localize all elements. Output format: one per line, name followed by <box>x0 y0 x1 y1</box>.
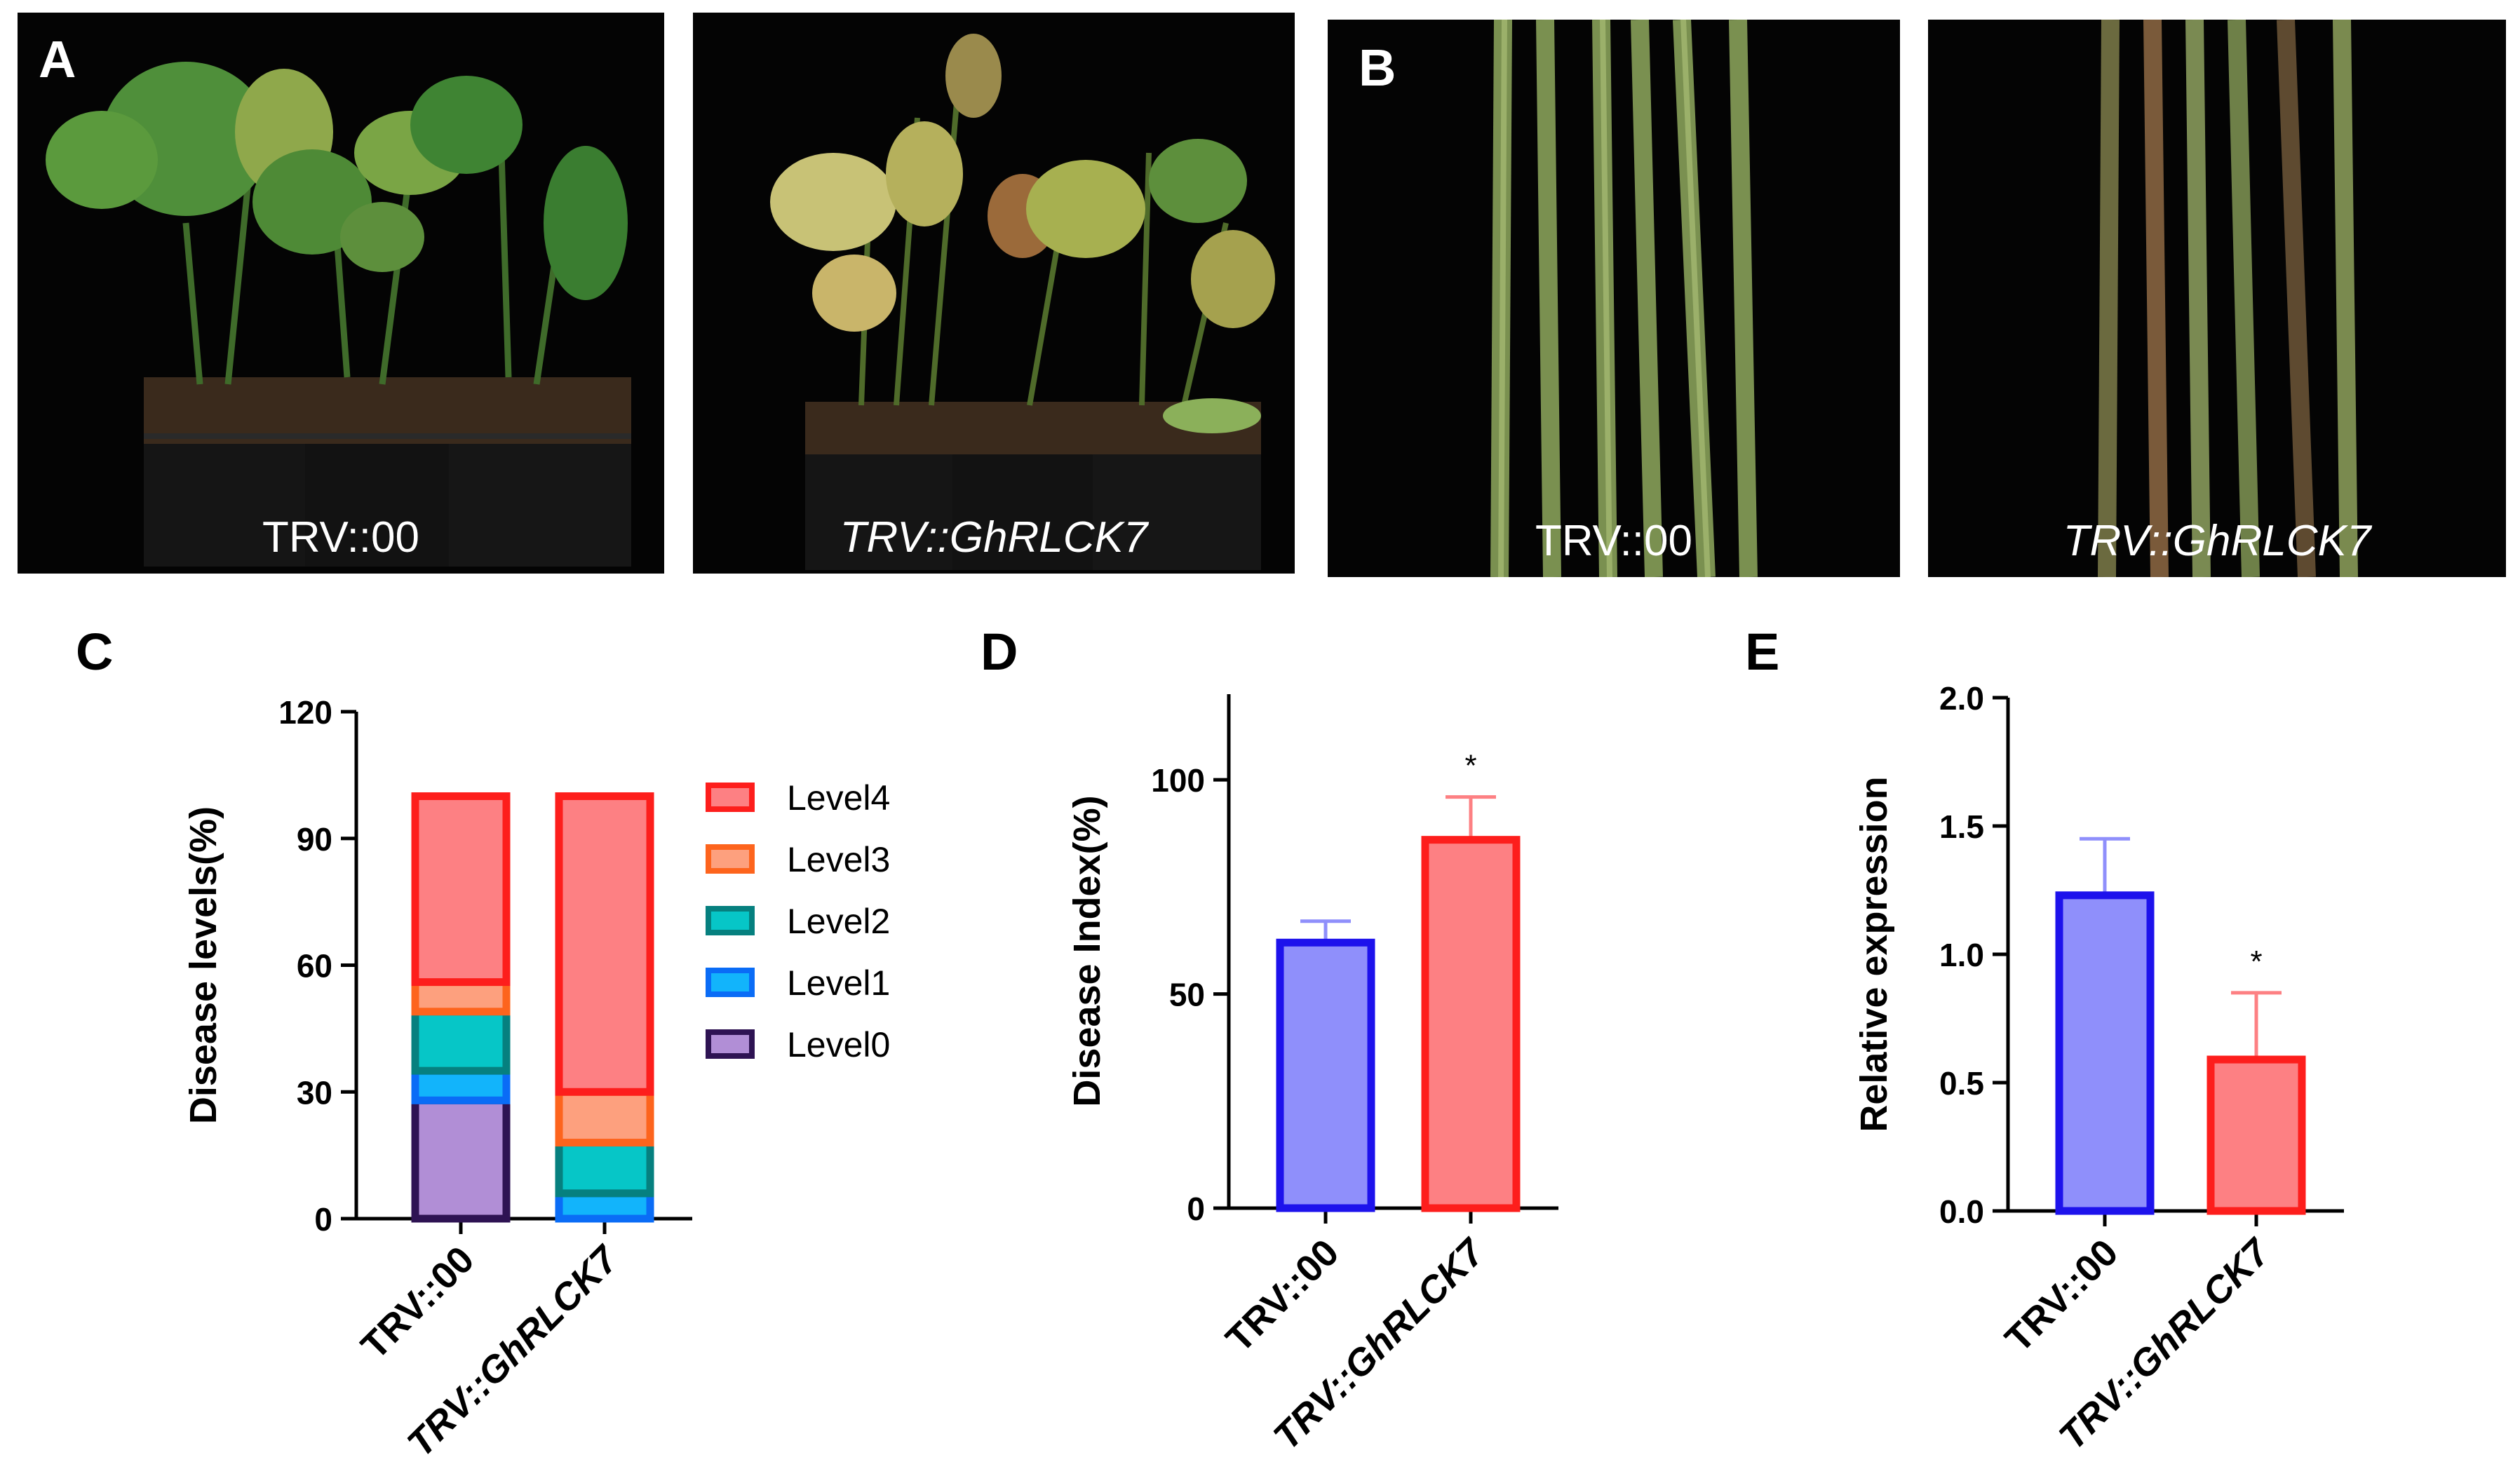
y-tick-label: 90 <box>297 821 332 858</box>
panel-letter-b: B <box>1359 39 1396 97</box>
bar-control <box>1276 938 1375 1212</box>
y-tick-label: 50 <box>1169 977 1205 1013</box>
panel-letter-c: C <box>76 623 114 681</box>
bar-segment-level2 <box>555 1139 654 1198</box>
significance-marker: * <box>1464 749 1476 783</box>
legend-label-level0: Level0 <box>787 1025 890 1064</box>
y-tick-label: 0.5 <box>1939 1065 1984 1102</box>
cotton-plants-wilted-image <box>770 34 1275 570</box>
y-axis-label: Disease Index(%) <box>1066 795 1108 1106</box>
y-tick-label: 0 <box>1187 1191 1205 1227</box>
legend-swatch-level2 <box>706 906 755 935</box>
panel-letter-e: E <box>1745 623 1780 681</box>
x-category-label: TRV::00 <box>1997 1231 2127 1360</box>
y-tick-label: 0.0 <box>1939 1193 1984 1230</box>
cotton-stems-silenced-image <box>2098 20 2358 577</box>
photo-a-silenced: TRV::GhRLCK7 <box>693 13 1295 574</box>
legend-label-level3: Level3 <box>787 840 890 879</box>
significance-marker: * <box>2250 944 2262 979</box>
cotton-stems-control-image <box>1490 20 1758 577</box>
bar-segment-level3 <box>555 1088 654 1147</box>
photo-caption-b-right: TRV::GhRLCK7 <box>2063 517 2371 565</box>
bar-segment-level4 <box>555 792 654 1096</box>
bar-segment-level0 <box>411 1096 511 1223</box>
x-category-label: TRV::00 <box>353 1238 483 1367</box>
bar-segment-level3 <box>411 978 511 1016</box>
panel-letter-d: D <box>981 623 1018 681</box>
y-tick-label: 1.0 <box>1939 937 1984 973</box>
legend-swatch-level3 <box>706 844 755 874</box>
y-tick-label: 100 <box>1151 762 1205 799</box>
y-tick-label: 0 <box>314 1201 332 1238</box>
panel-letter-a: A <box>39 30 76 88</box>
bar-segment-level1 <box>411 1066 511 1104</box>
legend-label-level2: Level2 <box>787 902 890 941</box>
bar-silenced <box>1421 836 1521 1212</box>
bar-segment-level4 <box>411 792 511 987</box>
legend-swatch-level1 <box>706 968 755 997</box>
y-tick-label: 1.5 <box>1939 808 1984 845</box>
y-tick-label: 120 <box>278 694 332 731</box>
x-category-label: TRV::00 <box>1218 1231 1347 1360</box>
photo-caption-a-left: TRV::00 <box>262 513 419 562</box>
photo-caption-b-left: TRV::00 <box>1535 517 1692 565</box>
photo-a-control: A TRV::00 <box>18 13 664 574</box>
legend-label-level1: Level1 <box>787 963 890 1003</box>
bar-control <box>2055 891 2155 1215</box>
y-axis-label: Relative expression <box>1853 776 1895 1132</box>
photo-b-silenced: TRV::GhRLCK7 <box>1928 20 2506 577</box>
y-tick-label: 60 <box>297 948 332 984</box>
bar-segment-level2 <box>411 1008 511 1075</box>
legend-swatch-level0 <box>706 1029 755 1059</box>
legend-swatch-level4 <box>706 783 755 812</box>
photo-caption-a-right: TRV::GhRLCK7 <box>840 513 1148 562</box>
legend-label-level4: Level4 <box>787 778 890 818</box>
cotton-plants-healthy-image <box>46 62 631 567</box>
bar-silenced <box>2206 1055 2306 1215</box>
y-tick-label: 30 <box>297 1074 332 1111</box>
photo-b-control: B TRV::00 <box>1328 20 1900 577</box>
y-tick-label: 2.0 <box>1939 680 1984 717</box>
y-axis-label: Disease levels(%) <box>182 806 224 1124</box>
